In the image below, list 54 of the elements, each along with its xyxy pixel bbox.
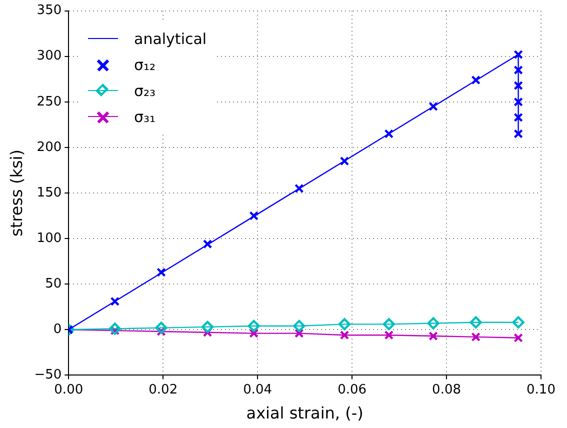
point [201,320,214,334]
point [382,318,395,330]
y-tick-label: 150 [36,185,62,200]
y-tick-label: 250 [36,94,62,110]
legend-label: σ₂₃ [134,82,156,100]
x-tick-label: 0.10 [526,382,556,398]
point [384,129,394,138]
y-tick-label: 100 [36,230,62,246]
point [512,316,524,328]
x-tick-label: 0.04 [243,382,272,398]
point [294,184,304,194]
point [156,268,166,277]
y-tick-label: 300 [36,48,62,64]
point [428,331,438,341]
point [249,328,258,338]
x-tick-label: 0.06 [338,382,367,398]
point [110,296,120,306]
point [427,317,440,330]
y-tick-label: 350 [36,3,62,18]
point [340,156,350,166]
point [294,328,304,338]
x-tick-label: 0.08 [432,382,462,398]
x-tick-label: 0.00 [54,382,84,398]
legend-label: analytical [134,30,207,48]
point [338,318,351,330]
point [471,75,480,85]
point [471,332,480,342]
point [514,333,523,342]
x-tick-label: 0.02 [148,382,178,398]
point [249,211,258,220]
point [202,239,212,249]
point [514,80,523,90]
point [202,328,212,338]
point [428,102,438,112]
point [514,129,523,138]
point [514,97,523,107]
point [384,330,394,340]
point [108,322,122,335]
y-tick-label: 200 [36,140,62,155]
point [514,65,523,75]
legend-label: σ₃₁ [134,108,156,126]
legend-label: σ₁₂ [134,56,156,74]
y-axis-title: stress (ksi) [6,150,26,236]
x-axis-title: axial strain, (-) [246,404,364,423]
y-tick-label: 0 [53,322,62,338]
point [470,316,482,328]
point [340,330,350,340]
point [248,320,260,332]
y-tick-label: −50 [34,368,62,383]
y-tick-label: 50 [45,276,62,292]
point [293,320,306,332]
point [514,112,523,122]
point [155,322,168,334]
point [514,50,523,60]
